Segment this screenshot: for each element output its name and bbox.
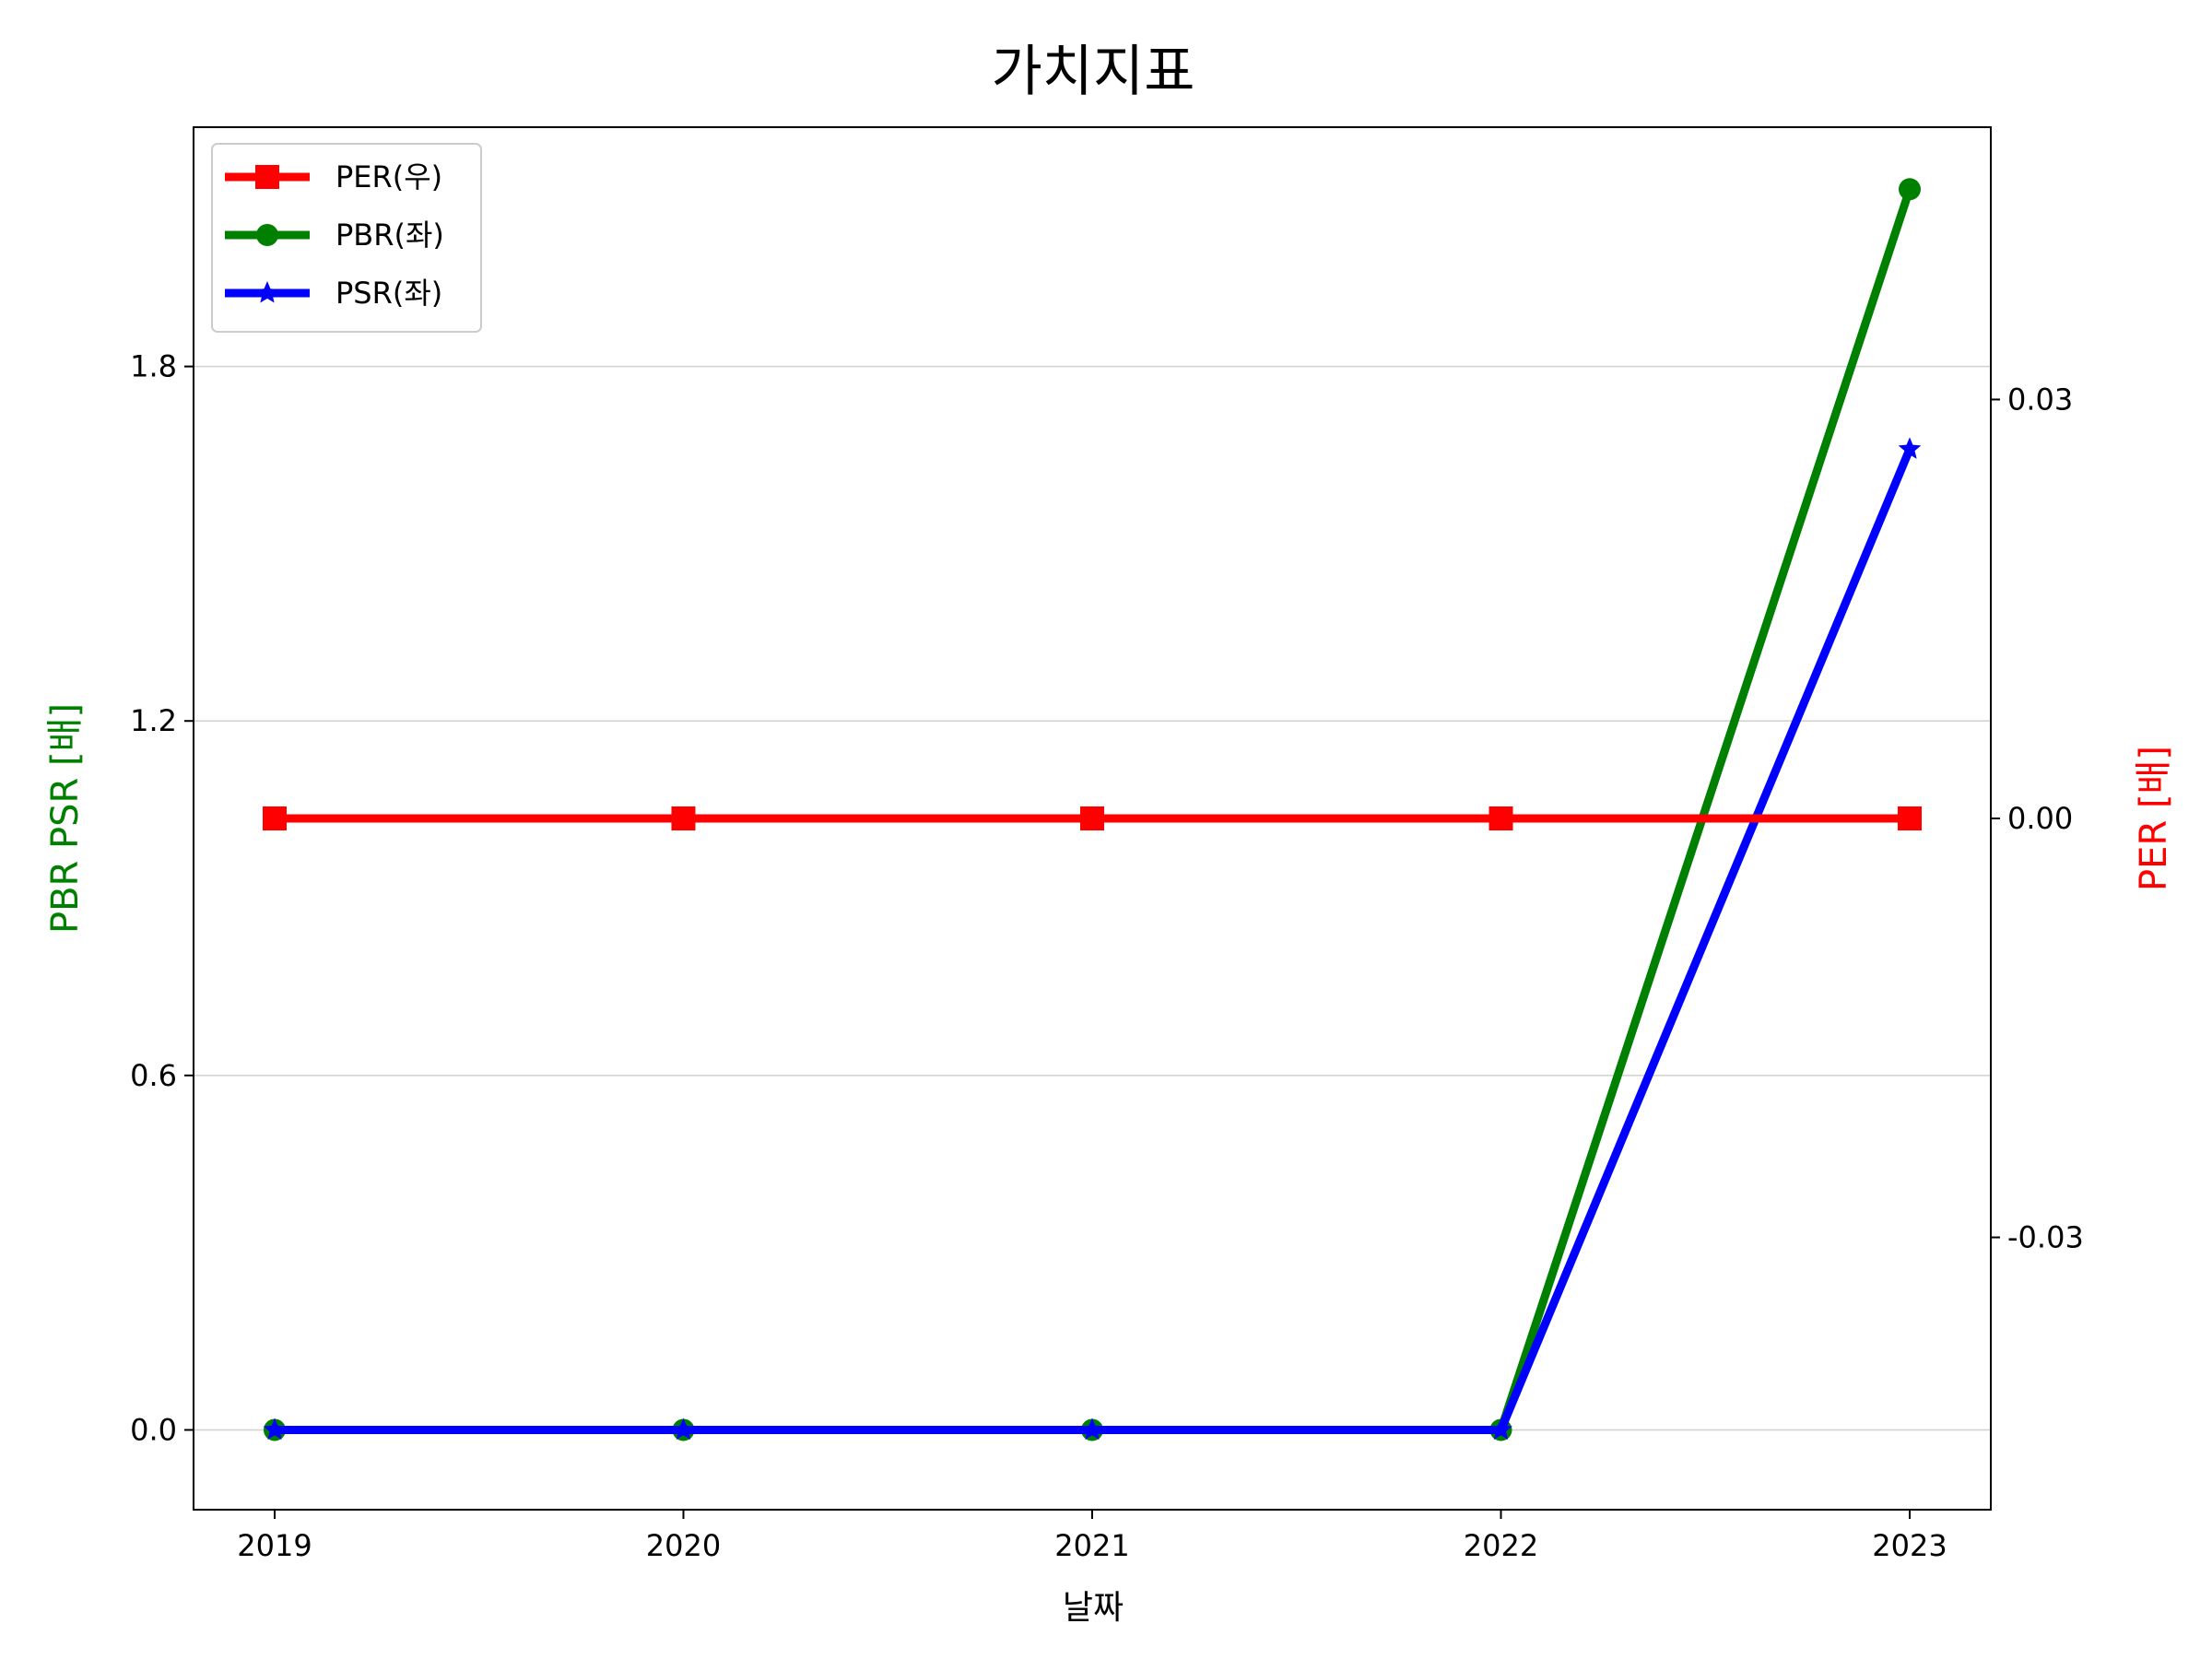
data-point-psr-2020 (672, 1418, 695, 1440)
data-point-per-2021 (1080, 806, 1104, 830)
series-per (263, 806, 1922, 830)
data-point-psr-2022 (1489, 1418, 1512, 1440)
x-tick-label-2020: 2020 (646, 1528, 721, 1563)
left-tick-label-0.0: 0.0 (130, 1412, 177, 1447)
legend-marker-per (255, 165, 279, 189)
legend-box (211, 143, 482, 333)
legend-label-psr: PSR(좌) (335, 276, 442, 311)
x-axis-label: 날짜 (1063, 1589, 1124, 1627)
x-tick-label-2022: 2022 (1464, 1528, 1538, 1563)
data-point-per-2023 (1898, 806, 1922, 830)
data-point-psr-2021 (1080, 1418, 1104, 1440)
x-tick-label-2019: 2019 (237, 1528, 312, 1563)
data-point-psr-2023 (1898, 437, 1922, 459)
data-point-psr-2019 (263, 1418, 287, 1440)
legend-marker-psr (255, 281, 279, 303)
right-tick-label--0.03: -0.03 (2007, 1220, 2084, 1255)
left-tick-label-1.8: 1.8 (130, 349, 177, 384)
x-tick-label-2021: 2021 (1054, 1528, 1129, 1563)
legend-label-pbr: PBR(좌) (335, 218, 444, 253)
series-layer (263, 178, 1922, 1441)
left-tick-label-0.6: 0.6 (130, 1058, 177, 1093)
data-point-per-2020 (671, 806, 696, 830)
series-psr (263, 437, 1922, 1440)
right-tick-label-0.03: 0.03 (2007, 382, 2073, 417)
right-tick-label-0.00: 0.00 (2007, 801, 2073, 836)
legend-item-per: PER(우) (225, 159, 442, 194)
left-axis-label: PBR PSR [배] (44, 703, 87, 934)
axis-ticks: 0.0 0.6 1.2 1.8 -0.03 0.00 0.03 2019 2020 2021 202… (130, 349, 2084, 1563)
chart-title: 가치지표 (992, 40, 1195, 104)
legend-item-psr: PSR(좌) (225, 276, 442, 311)
right-axis-label: PER [배] (2133, 746, 2175, 891)
legend: PER(우) PBR(좌) PSR(좌) (211, 143, 482, 333)
x-tick-label-2023: 2023 (1872, 1528, 1947, 1563)
legend-label-per: PER(우) (335, 159, 442, 194)
left-tick-label-1.2: 1.2 (130, 703, 177, 738)
data-point-pbr-2023 (1899, 178, 1921, 201)
legend-item-pbr: PBR(좌) (225, 218, 444, 253)
data-point-per-2022 (1488, 806, 1513, 830)
legend-marker-pbr (256, 224, 278, 246)
data-point-per-2019 (263, 806, 287, 830)
